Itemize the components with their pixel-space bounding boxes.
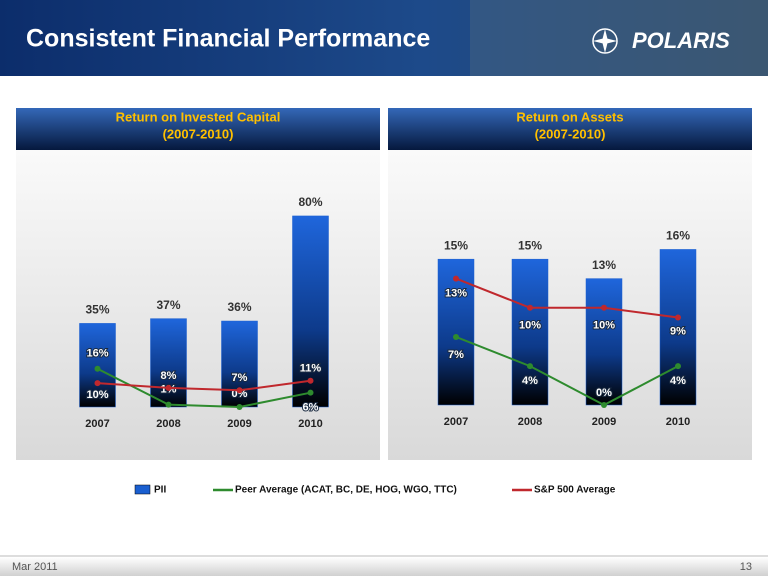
line xyxy=(97,367,311,409)
page-number: 13 xyxy=(740,561,752,573)
point-label: 10% xyxy=(86,389,108,401)
point xyxy=(453,333,459,340)
line xyxy=(455,277,679,319)
x-tick-label: 2007 xyxy=(444,416,468,428)
point xyxy=(527,304,533,311)
bar-label: 37% xyxy=(156,298,180,312)
bar xyxy=(511,258,549,406)
point-label: 4% xyxy=(670,375,686,387)
point-label: 6% xyxy=(303,402,319,414)
point xyxy=(165,384,172,391)
legend-label: PII xyxy=(154,485,166,496)
header-photo xyxy=(470,0,768,76)
point-label: 0% xyxy=(596,387,612,399)
bar-label: 13% xyxy=(592,258,616,272)
point xyxy=(453,275,459,282)
legend-label: S&P 500 Average xyxy=(534,485,616,496)
x-tick-label: 2010 xyxy=(298,418,322,430)
x-tick-label: 2010 xyxy=(666,416,690,428)
x-tick-label: 2007 xyxy=(85,418,109,430)
legend-label: Peer Average (ACAT, BC, DE, HOG, WGO, TT… xyxy=(235,485,457,496)
bar xyxy=(292,215,329,408)
logo-text: POLARIS xyxy=(632,28,730,53)
slide-title: Consistent Financial Performance xyxy=(26,25,430,53)
footer-date: Mar 2011 xyxy=(12,561,58,573)
point xyxy=(94,365,101,372)
point xyxy=(675,363,681,370)
bar xyxy=(437,258,475,406)
point-label: 11% xyxy=(300,363,322,375)
point-label: 8% xyxy=(161,370,177,382)
point xyxy=(165,401,172,408)
chart-subtitle: (2007-2010) xyxy=(163,126,234,141)
panel-header xyxy=(388,108,752,150)
point-label: 9% xyxy=(670,325,686,337)
point-label: 10% xyxy=(593,320,615,332)
point xyxy=(601,304,607,311)
x-tick-label: 2009 xyxy=(592,416,616,428)
x-tick-label: 2009 xyxy=(227,418,251,430)
bar-label: 15% xyxy=(444,238,468,252)
header-bar xyxy=(0,0,768,76)
footer-band xyxy=(0,557,768,576)
line xyxy=(455,336,679,407)
point xyxy=(307,377,314,384)
point xyxy=(94,380,101,387)
point-label: 7% xyxy=(448,349,464,361)
point xyxy=(675,314,681,321)
point xyxy=(527,363,533,370)
point-label: 10% xyxy=(519,320,541,332)
point-label: 7% xyxy=(232,372,248,384)
line xyxy=(97,379,311,392)
point-label: 16% xyxy=(86,348,108,360)
chart-subtitle: (2007-2010) xyxy=(535,126,606,141)
bar-label: 36% xyxy=(227,300,251,314)
point-label: 4% xyxy=(522,375,538,387)
bar xyxy=(79,323,116,408)
bar xyxy=(150,318,187,408)
panel-header xyxy=(16,108,380,150)
point xyxy=(601,402,607,408)
chart-title: Return on Assets xyxy=(516,109,623,124)
x-tick-label: 2008 xyxy=(518,416,542,428)
bar xyxy=(659,249,697,406)
bar-label: 80% xyxy=(298,195,322,209)
bar-label: 15% xyxy=(518,238,542,252)
legend-swatch xyxy=(134,484,151,495)
point-label: 13% xyxy=(445,288,467,300)
point xyxy=(307,389,314,396)
bar-label: 16% xyxy=(666,229,690,243)
x-tick-label: 2008 xyxy=(156,418,180,430)
logo-star xyxy=(593,29,617,53)
bar xyxy=(585,278,623,406)
chart-title: Return on Invested Capital xyxy=(116,109,281,124)
point xyxy=(236,404,243,410)
bar-label: 35% xyxy=(85,303,109,317)
point xyxy=(236,387,243,394)
